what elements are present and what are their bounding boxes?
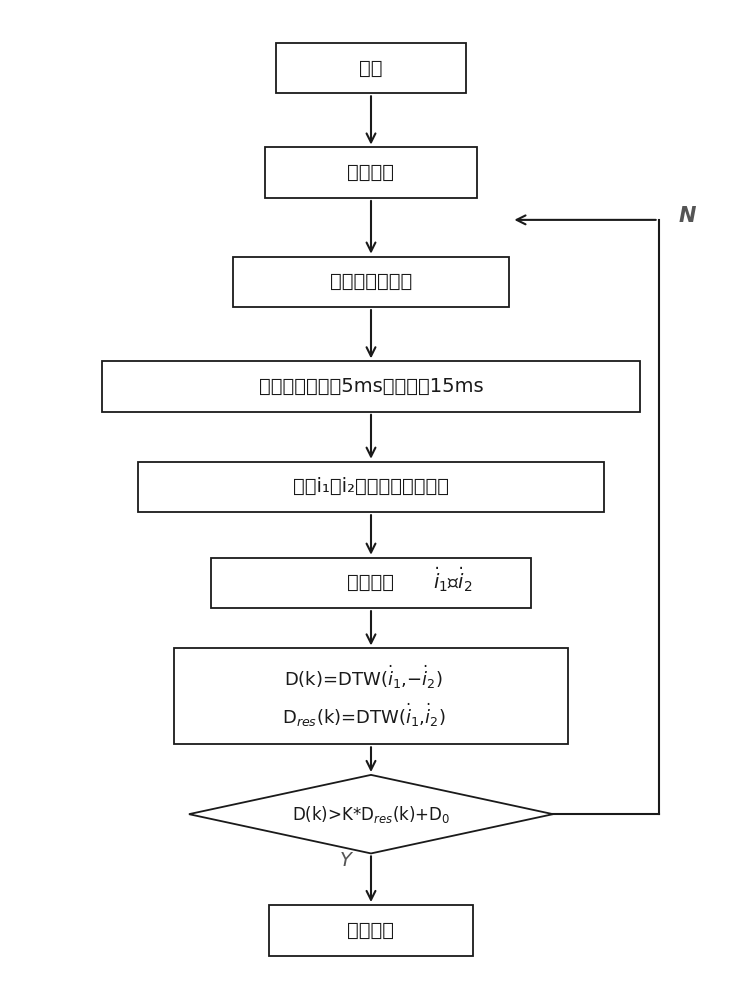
Text: 选出i₁和i₂的最大值和最小值: 选出i₁和i₂的最大值和最小值 [293, 477, 449, 496]
Bar [138, 462, 604, 512]
Text: 归一化为: 归一化为 [347, 573, 395, 592]
Text: 电流采样: 电流采样 [347, 163, 395, 182]
Text: Y: Y [340, 851, 352, 870]
Polygon shape [189, 775, 553, 853]
Bar [233, 257, 509, 307]
Text: D(k)>K*D$_{res}$(k)+D$_0$: D(k)>K*D$_{res}$(k)+D$_0$ [292, 804, 450, 825]
Text: 保护动作: 保护动作 [347, 921, 395, 940]
Bar [174, 648, 568, 744]
Bar [266, 147, 476, 198]
Text: D(k)=DTW($\dot{i}_1$,$-\dot{i}_2$): D(k)=DTW($\dot{i}_1$,$-\dot{i}_2$) [284, 664, 443, 691]
Text: $\dot{i}_1$和$\dot{i}_2$: $\dot{i}_1$和$\dot{i}_2$ [433, 565, 473, 594]
Text: N: N [679, 206, 697, 226]
Bar [211, 558, 531, 608]
Bar [102, 361, 640, 412]
Text: D$_{res}$(k)=DTW($\dot{i}_1$,$\dot{i}_2$): D$_{res}$(k)=DTW($\dot{i}_1$,$\dot{i}_2$… [282, 702, 446, 729]
Text: 提取故障时刻前5ms，故障后15ms: 提取故障时刻前5ms，故障后15ms [259, 377, 483, 396]
Text: 突变量电流检测: 突变量电流检测 [330, 272, 412, 291]
Bar [276, 43, 466, 93]
Text: 开始: 开始 [359, 59, 383, 78]
Bar [269, 905, 473, 956]
